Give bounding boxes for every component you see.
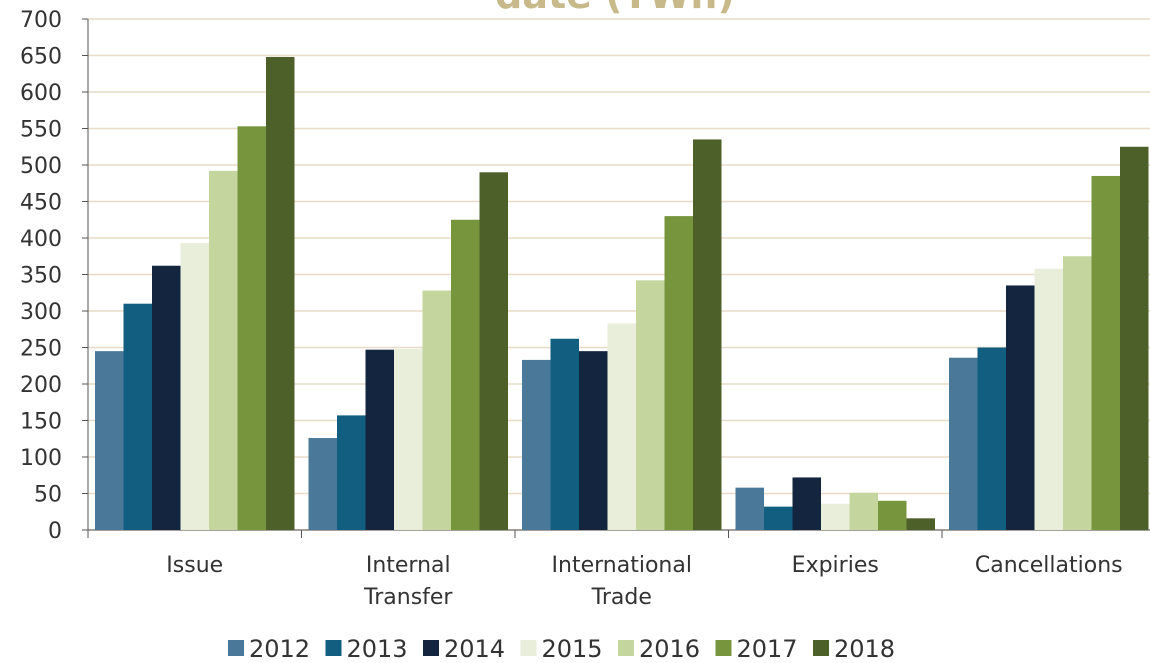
x-tick-label: Issue (166, 553, 223, 578)
bar (152, 265, 181, 530)
bar (95, 351, 124, 530)
legend-swatch (618, 640, 634, 656)
bar (735, 487, 764, 530)
y-tick-label: 500 (20, 154, 62, 179)
bar (878, 500, 907, 530)
bar (522, 359, 551, 530)
bar (821, 503, 850, 530)
legend-swatch (715, 640, 732, 656)
y-tick-label: 700 (20, 8, 62, 33)
bar (664, 216, 693, 530)
bar (764, 506, 793, 530)
bar (1006, 285, 1035, 530)
x-tick-label: Cancellations (975, 553, 1123, 578)
bar (1063, 256, 1092, 530)
bar (550, 338, 579, 530)
bar (792, 477, 821, 530)
legend-swatch (813, 640, 829, 656)
bar (1091, 175, 1120, 530)
chart-title: date (TWh) (495, 0, 735, 17)
bar (237, 126, 266, 530)
bar (949, 357, 978, 530)
legend-swatch (228, 640, 244, 656)
legend-label: 2013 (347, 635, 408, 663)
y-tick-label: 200 (20, 373, 62, 398)
bar (906, 518, 935, 530)
bar (693, 139, 722, 530)
y-tick-label: 400 (20, 227, 62, 252)
bar (365, 349, 394, 530)
x-tick-label: Expiries (792, 553, 879, 578)
legend-label: 2015 (542, 635, 603, 663)
bar (451, 219, 480, 530)
y-tick-label: 550 (20, 118, 62, 143)
legend-swatch (520, 640, 537, 656)
bar (1120, 146, 1149, 530)
y-tick-label: 350 (20, 264, 62, 289)
legend-swatch (423, 640, 439, 656)
legend-label: 2018 (834, 635, 895, 663)
x-tick-label: International Trade (552, 553, 692, 610)
bar (422, 290, 451, 530)
bar (579, 351, 608, 530)
y-tick-label: 450 (20, 191, 62, 216)
y-tick-label: 150 (20, 410, 62, 435)
y-tick-label: 250 (20, 337, 62, 362)
y-tick-label: 0 (48, 519, 62, 544)
y-tick-label: 600 (20, 81, 62, 106)
legend-label: 2016 (639, 635, 700, 663)
bar (607, 323, 636, 530)
bar (394, 348, 423, 530)
bar (266, 56, 295, 531)
legend-label: 2014 (444, 635, 505, 663)
y-tick-label: 100 (20, 446, 62, 471)
legend-label: 2012 (249, 635, 310, 663)
legend-label: 2017 (737, 635, 798, 663)
bar (1034, 268, 1063, 530)
y-tick-label: 300 (20, 300, 62, 325)
bar (849, 492, 878, 530)
bar (180, 243, 209, 531)
y-tick-label: 650 (20, 45, 62, 70)
bar (308, 438, 337, 530)
bar (337, 415, 366, 530)
bar (123, 303, 152, 530)
legend-swatch (325, 640, 342, 656)
y-tick-label: 50 (34, 483, 62, 508)
bar (209, 170, 238, 530)
bar (479, 172, 508, 531)
bar (977, 347, 1006, 530)
bar (636, 280, 665, 530)
x-tick-label: Internal Transfer (363, 553, 453, 610)
